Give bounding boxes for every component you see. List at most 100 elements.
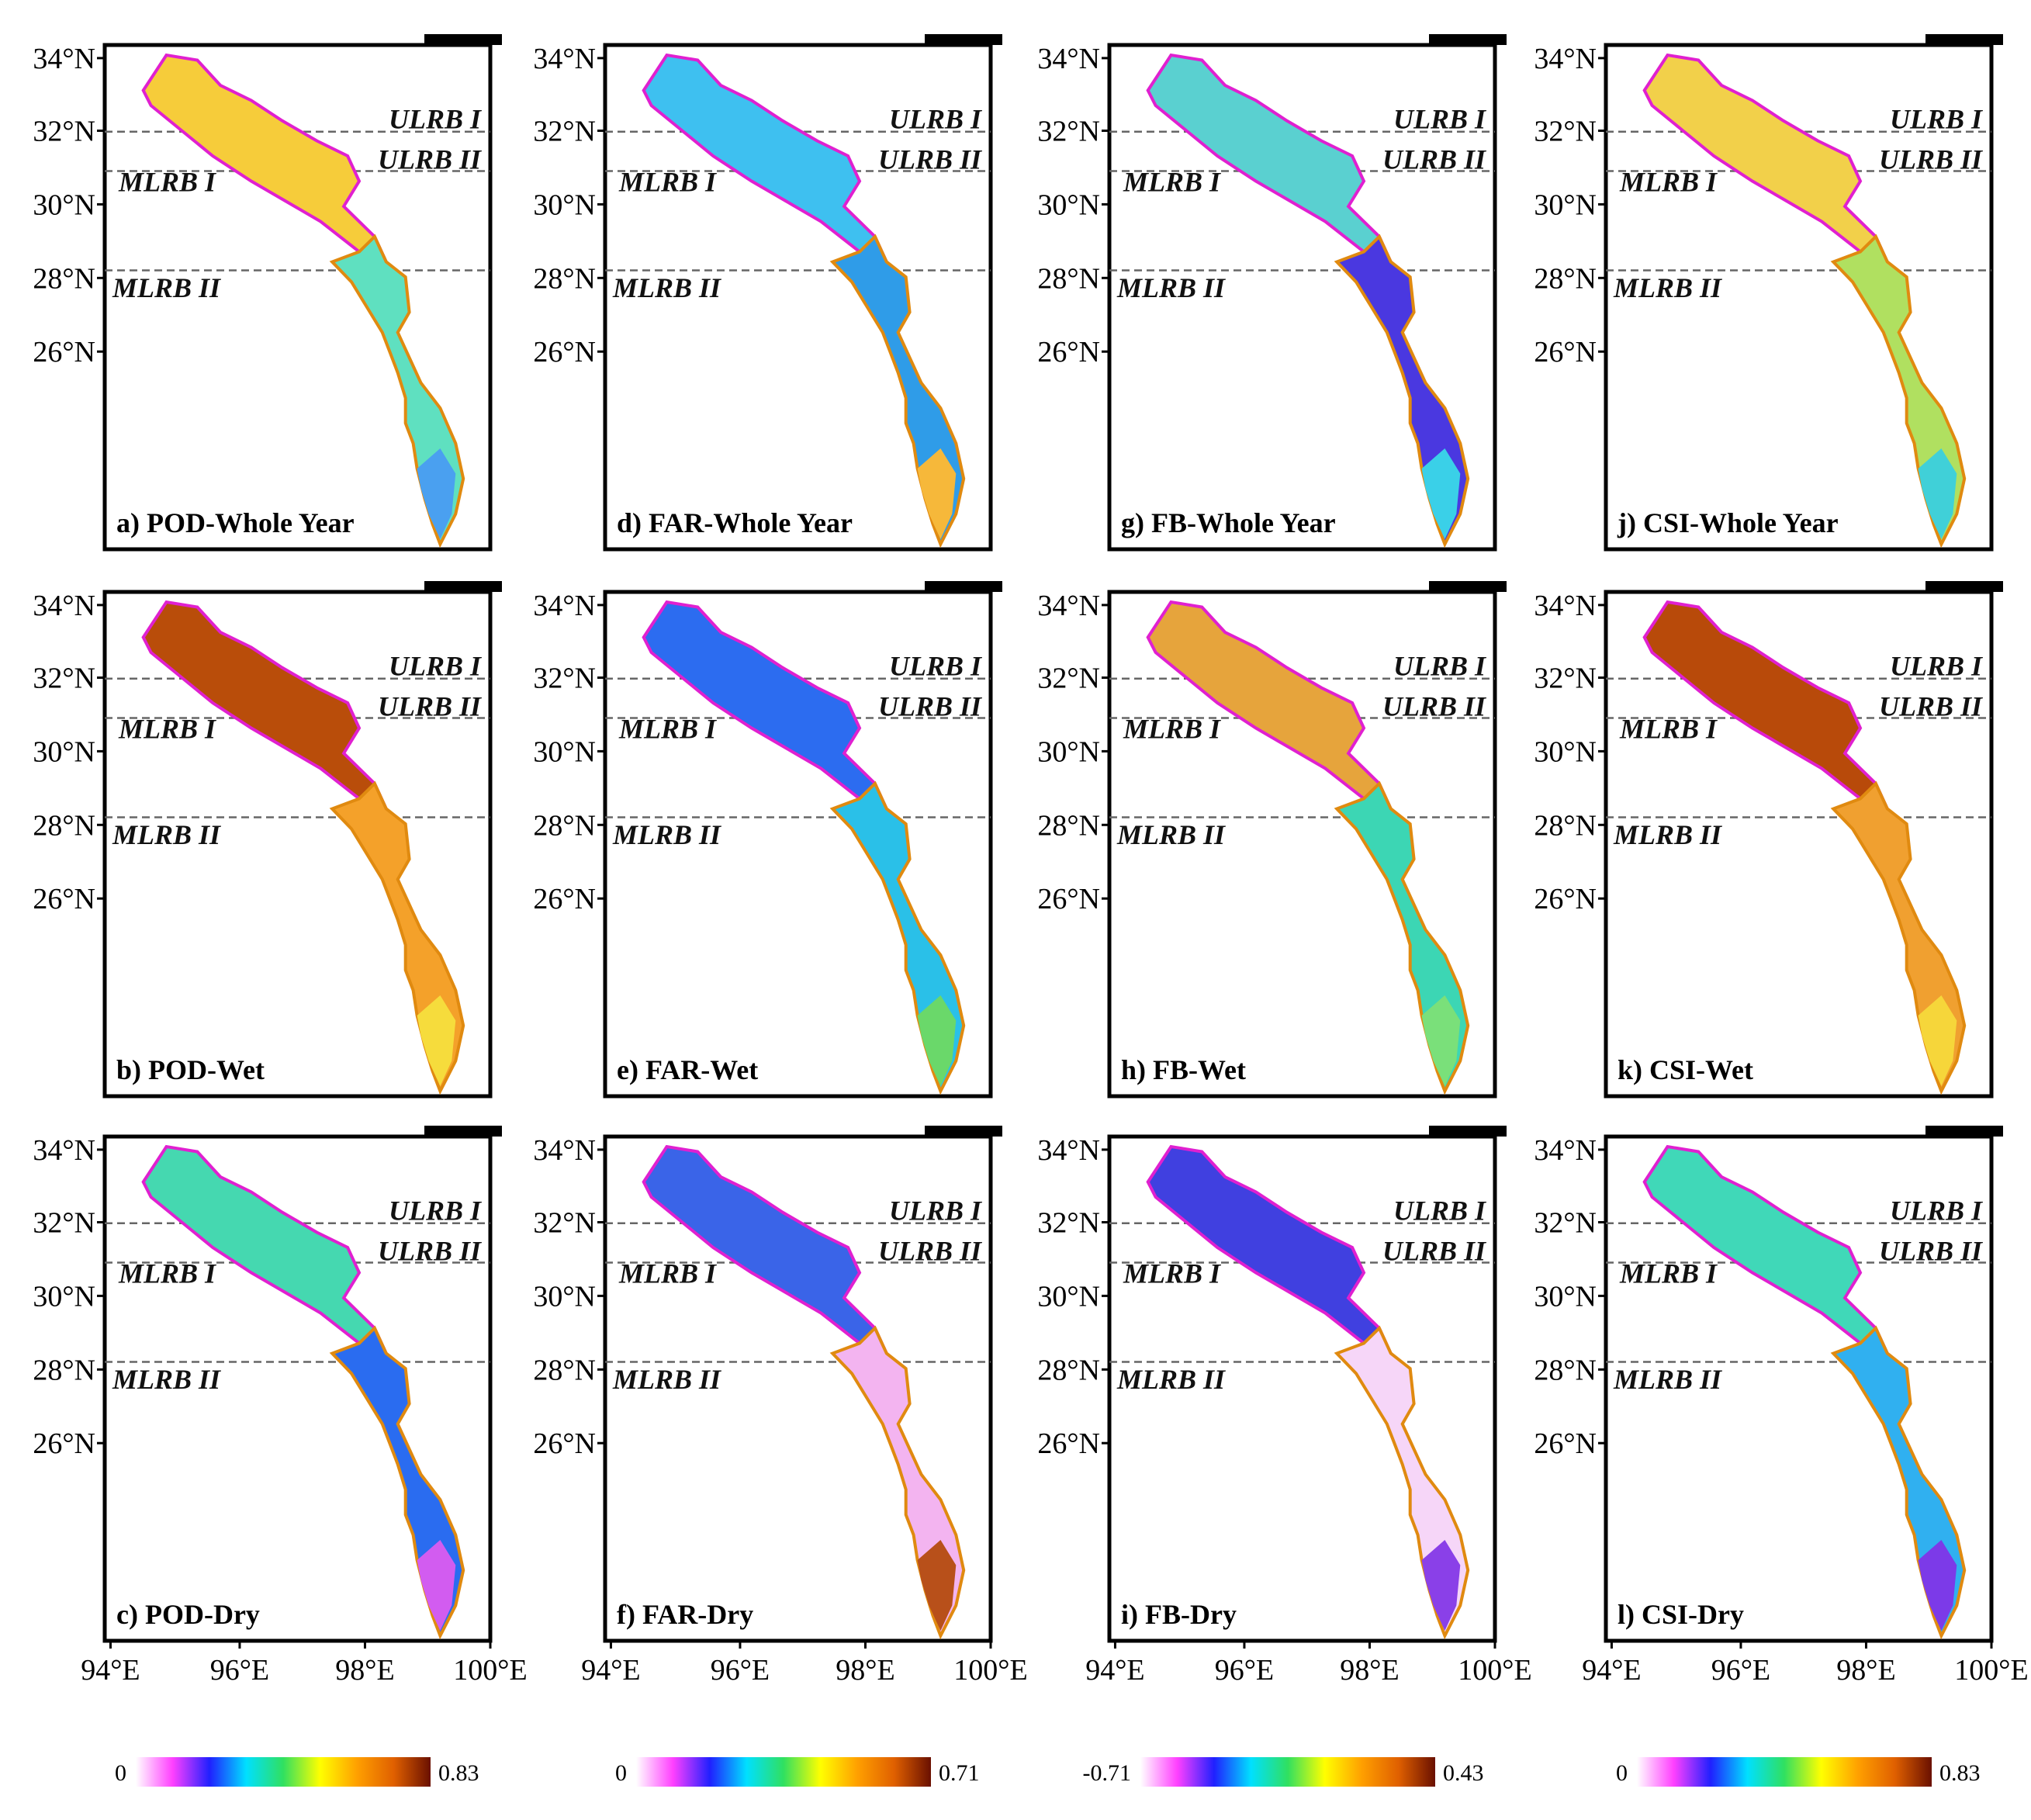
lat-tick-label: 30°N bbox=[33, 735, 95, 768]
colorbar-min-label: -0.71 bbox=[1083, 1760, 1132, 1786]
lat-tick-label: 30°N bbox=[1037, 189, 1100, 221]
lat-tick-label: 34°N bbox=[533, 1134, 596, 1167]
lon-tick-label: 98°E bbox=[1836, 1654, 1895, 1687]
lat-tick-label: 30°N bbox=[1037, 735, 1100, 768]
colorbar-ramp bbox=[636, 1757, 931, 1787]
upper-basin-region bbox=[141, 53, 389, 265]
lat-tick-label: 34°N bbox=[533, 43, 596, 75]
label-ulrb-1: ULRB I bbox=[1890, 103, 1984, 134]
label-ulrb-1: ULRB I bbox=[1393, 650, 1487, 681]
label-mlrb-1: MLRB I bbox=[118, 714, 217, 745]
upper-basin-region bbox=[141, 600, 389, 812]
basin-tip-region bbox=[917, 1540, 957, 1631]
lon-tick-label: 98°E bbox=[836, 1654, 894, 1687]
label-ulrb-2: ULRB II bbox=[1382, 144, 1487, 175]
label-mlrb-2: MLRB II bbox=[1116, 1364, 1227, 1395]
basin-tip-region bbox=[917, 995, 957, 1086]
label-ulrb-2: ULRB II bbox=[878, 690, 983, 721]
lon-tick-label: 100°E bbox=[953, 1654, 1027, 1687]
basin-tip-region bbox=[1421, 995, 1461, 1086]
map-panel-a: ULRB I ULRB II MLRB I MLRB II a) POD-Whole Y… bbox=[33, 34, 502, 552]
lat-tick-label: 28°N bbox=[533, 262, 596, 295]
lat-tick-label: 34°N bbox=[1037, 43, 1100, 75]
scale-bar bbox=[1925, 1126, 2003, 1137]
label-ulrb-2: ULRB II bbox=[1382, 690, 1487, 721]
lon-tick-label: 94°E bbox=[1582, 1654, 1641, 1687]
lat-tick-label: 34°N bbox=[33, 590, 95, 622]
lon-tick-label: 98°E bbox=[335, 1654, 394, 1687]
lat-tick-label: 30°N bbox=[33, 1280, 95, 1313]
basin-tip-region bbox=[1918, 448, 1957, 539]
panel-title-g: g) FB-Whole Year bbox=[1121, 507, 1336, 538]
lat-tick-label: 32°N bbox=[1534, 663, 1597, 695]
lon-tick-label: 100°E bbox=[453, 1654, 527, 1687]
map-panel-j: ULRB I ULRB II MLRB I MLRB II j) CSI-Whole Y… bbox=[1534, 34, 2003, 552]
lat-tick-label: 32°N bbox=[1534, 116, 1597, 148]
scale-bar bbox=[1429, 34, 1507, 45]
scale-bar bbox=[1429, 581, 1507, 592]
lat-tick-label: 34°N bbox=[33, 43, 95, 75]
colorbar-csi: 0 0.83 bbox=[1616, 1757, 1981, 1787]
panel-title-e: e) FAR-Wet bbox=[617, 1054, 758, 1085]
lat-tick-label: 26°N bbox=[1534, 336, 1597, 368]
lat-tick-label: 34°N bbox=[533, 590, 596, 622]
upper-basin-region bbox=[141, 1144, 389, 1357]
lat-tick-label: 28°N bbox=[1037, 1354, 1100, 1386]
label-ulrb-2: ULRB II bbox=[378, 1235, 483, 1266]
lat-tick-label: 28°N bbox=[1534, 1354, 1597, 1386]
map-panel-b: ULRB I ULRB II MLRB I MLRB II b) POD-Wet 34°N… bbox=[33, 581, 502, 1099]
label-ulrb-2: ULRB II bbox=[878, 1235, 983, 1266]
lat-tick-label: 26°N bbox=[1037, 1427, 1100, 1460]
label-ulrb-2: ULRB II bbox=[1879, 690, 1984, 721]
label-mlrb-2: MLRB II bbox=[1116, 819, 1227, 850]
lat-tick-label: 34°N bbox=[1534, 1134, 1597, 1167]
label-mlrb-2: MLRB II bbox=[1613, 272, 1723, 303]
panel-title-i: i) FB-Dry bbox=[1121, 1599, 1237, 1630]
basin-tip-region bbox=[1421, 448, 1461, 539]
scale-bar bbox=[925, 581, 1002, 592]
label-mlrb-1: MLRB I bbox=[118, 167, 217, 198]
lat-tick-label: 28°N bbox=[33, 809, 95, 842]
panel-title-j: j) CSI-Whole Year bbox=[1617, 507, 1839, 538]
label-mlrb-1: MLRB I bbox=[618, 1258, 718, 1289]
label-ulrb-1: ULRB I bbox=[389, 650, 483, 681]
lat-tick-label: 32°N bbox=[533, 1207, 596, 1240]
lat-tick-label: 26°N bbox=[1534, 883, 1597, 915]
panel-title-d: d) FAR-Whole Year bbox=[617, 507, 853, 538]
map-panel-d: ULRB I ULRB II MLRB I MLRB II d) FAR-Whole Y… bbox=[533, 34, 1002, 552]
label-mlrb-1: MLRB I bbox=[1619, 714, 1718, 745]
basin-tip-region bbox=[417, 448, 456, 539]
lat-tick-label: 32°N bbox=[33, 1207, 95, 1240]
lat-tick-label: 32°N bbox=[533, 663, 596, 695]
lat-tick-label: 26°N bbox=[33, 883, 95, 915]
lon-tick-label: 94°E bbox=[1085, 1654, 1144, 1687]
label-ulrb-1: ULRB I bbox=[389, 1195, 483, 1226]
upper-basin-region bbox=[1146, 600, 1394, 812]
lat-tick-label: 28°N bbox=[533, 1354, 596, 1386]
label-ulrb-2: ULRB II bbox=[1382, 1235, 1487, 1266]
upper-basin-region bbox=[1642, 1144, 1891, 1357]
lat-tick-label: 32°N bbox=[1534, 1207, 1597, 1240]
label-mlrb-2: MLRB II bbox=[112, 1364, 222, 1395]
lat-tick-label: 30°N bbox=[1037, 1280, 1100, 1313]
label-mlrb-2: MLRB II bbox=[1613, 1364, 1723, 1395]
lat-tick-label: 32°N bbox=[33, 663, 95, 695]
lat-tick-label: 26°N bbox=[1037, 336, 1100, 368]
label-mlrb-2: MLRB II bbox=[612, 272, 722, 303]
label-mlrb-2: MLRB II bbox=[1116, 272, 1227, 303]
label-mlrb-1: MLRB I bbox=[1123, 167, 1222, 198]
colorbar-max-label: 0.83 bbox=[438, 1760, 479, 1786]
scale-bar bbox=[925, 1126, 1002, 1137]
colorbar-max-label: 0.43 bbox=[1443, 1760, 1484, 1786]
label-mlrb-1: MLRB I bbox=[1619, 167, 1718, 198]
label-mlrb-1: MLRB I bbox=[1123, 1258, 1222, 1289]
map-panel-k: ULRB I ULRB II MLRB I MLRB II k) CSI-Wet 34°N… bbox=[1534, 581, 2003, 1099]
map-panel-h: ULRB I ULRB II MLRB I MLRB II h) FB-Wet 34°N 3… bbox=[1037, 581, 1507, 1099]
map-panel-l: ULRB I ULRB II MLRB I MLRB II l) CSI-Dry 34°N… bbox=[1534, 1126, 2029, 1687]
label-ulrb-1: ULRB I bbox=[889, 103, 983, 134]
map-panel-i: ULRB I ULRB II MLRB I MLRB II i) FB-Dry 34°N 3… bbox=[1037, 1126, 1532, 1687]
label-ulrb-2: ULRB II bbox=[878, 144, 983, 175]
upper-basin-region bbox=[642, 53, 890, 265]
lat-tick-label: 26°N bbox=[1534, 1427, 1597, 1460]
